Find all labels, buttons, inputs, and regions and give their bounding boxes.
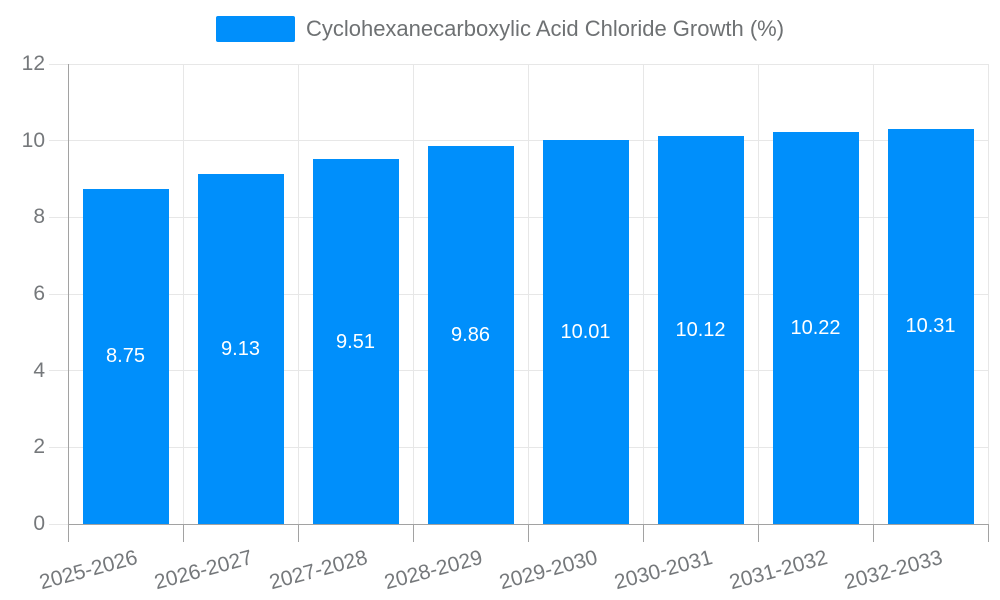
gridline [757,64,759,524]
x-axis-label: 2025-2026 [36,546,140,595]
gridline [49,63,988,65]
legend-swatch [215,16,295,42]
gridline [182,64,184,524]
legend-label: Cyclohexanecarboxylic Acid Chloride Grow… [305,16,785,41]
x-axis-tick [67,524,69,542]
y-axis-line [67,64,69,524]
gridline [49,446,988,448]
x-axis-label: 2032-2033 [841,546,945,595]
bar[interactable] [657,136,744,524]
bar[interactable] [197,174,284,524]
x-axis-label: 2028-2029 [381,546,485,595]
bar[interactable] [427,146,514,524]
y-axis-label: 8 [33,205,45,229]
bar-value-label: 9.86 [451,324,490,347]
bar-value-label: 10.31 [905,315,956,338]
gridline [49,140,988,142]
x-axis-label: 2027-2028 [266,546,370,595]
x-axis-tick [987,524,989,542]
x-axis-label: 2026-2027 [151,546,255,595]
y-axis-label: 12 [21,52,45,75]
y-axis-label: 4 [33,358,45,382]
x-axis-tick [182,524,184,542]
x-axis-tick [642,524,644,542]
gridline [49,293,988,295]
x-axis-tick [527,524,529,542]
bar-value-label: 10.01 [560,321,611,344]
bar[interactable] [772,132,859,524]
x-axis-tick [872,524,874,542]
legend[interactable]: Cyclohexanecarboxylic Acid Chloride Grow… [0,16,1000,42]
gridline [49,216,988,218]
gridline [412,64,414,524]
bar-value-label: 8.75 [106,345,145,368]
x-axis-label: 2031-2032 [726,546,830,595]
y-axis-label: 10 [21,128,45,152]
bar-value-label: 10.12 [675,319,726,342]
bar-value-label: 10.22 [790,317,841,340]
y-axis-label: 2 [33,435,45,459]
x-axis-tick [297,524,299,542]
bar[interactable] [82,188,169,524]
gridline [987,64,989,524]
gridline [49,370,988,372]
bar[interactable] [312,159,399,524]
gridline [872,64,874,524]
x-axis-tick [412,524,414,542]
x-axis-label: 2030-2031 [611,546,715,595]
gridline [297,64,299,524]
x-axis-label: 2029-2030 [496,546,600,595]
y-axis-label: 6 [33,282,45,305]
x-axis-tick [757,524,759,542]
bar-value-label: 9.51 [336,330,375,353]
bar-value-label: 9.13 [221,338,260,360]
gridline [642,64,644,524]
x-axis-line [68,523,988,525]
bar[interactable] [887,128,974,524]
y-axis-label: 0 [33,512,45,535]
bar[interactable] [542,140,629,524]
gridline [527,64,529,524]
